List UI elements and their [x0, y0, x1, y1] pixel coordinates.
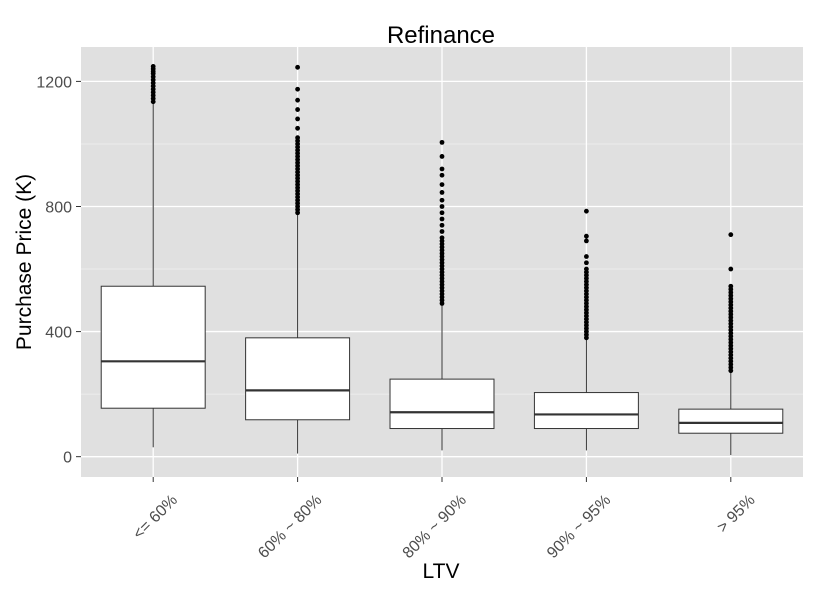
outlier-point — [584, 238, 589, 244]
x-tick-label: 90% ~ 95% — [544, 492, 614, 562]
outlier-point — [295, 135, 300, 141]
outlier-point — [295, 97, 300, 103]
outlier-point — [584, 208, 589, 214]
x-tick-label: 60% ~ 80% — [255, 492, 325, 562]
outlier-point — [439, 154, 445, 159]
chart-title: Refinance — [387, 22, 495, 49]
outlier-point — [439, 166, 445, 172]
outlier-point — [295, 107, 300, 112]
outlier-point — [584, 233, 589, 239]
x-tick-label: <= 60% — [130, 492, 181, 543]
outlier-point — [295, 125, 300, 131]
outlier-point — [439, 139, 445, 145]
box-4 — [533, 208, 639, 451]
box-2 — [245, 64, 351, 454]
outlier-point — [439, 222, 445, 228]
outlier-point — [728, 232, 734, 238]
x-tick-label: 80% ~ 90% — [400, 492, 470, 562]
box-series — [100, 63, 784, 456]
outlier-point — [150, 63, 156, 69]
box-iqr — [389, 378, 495, 430]
box-iqr — [533, 392, 639, 430]
y-tick-label: 400 — [45, 325, 72, 342]
outlier-point — [439, 190, 445, 195]
outlier-point — [295, 116, 300, 122]
outlier-point — [584, 260, 589, 266]
box-3 — [389, 139, 495, 451]
box-iqr — [245, 337, 351, 421]
box-1 — [100, 63, 206, 448]
outlier-point — [439, 229, 445, 234]
y-axis-label: Purchase Price (K) — [13, 174, 36, 350]
x-axis-label: LTV — [423, 560, 460, 583]
y-axis: 0 400 800 1200 — [36, 74, 81, 467]
box-iqr — [100, 285, 206, 409]
x-axis: <= 60% 60% ~ 80% 80% ~ 90% 90% ~ 95% > 95% — [130, 477, 759, 562]
outlier-point — [439, 235, 445, 241]
outlier-point — [728, 283, 734, 289]
outlier-point — [439, 172, 445, 178]
outlier-point — [439, 197, 445, 203]
y-tick-label: 0 — [63, 450, 72, 467]
outlier-point — [439, 216, 445, 222]
box-5 — [678, 232, 784, 456]
outlier-point — [584, 254, 589, 259]
y-tick-label: 1200 — [36, 74, 72, 91]
outlier-point — [439, 204, 445, 209]
y-tick-label: 800 — [45, 199, 72, 216]
outlier-point — [295, 86, 300, 92]
outlier-point — [439, 210, 445, 216]
x-tick-label: > 95% — [714, 492, 758, 536]
outlier-point — [728, 266, 734, 272]
outlier-point — [295, 64, 300, 70]
outlier-point — [439, 182, 445, 188]
outlier-point — [584, 266, 589, 272]
box-iqr — [678, 408, 784, 434]
